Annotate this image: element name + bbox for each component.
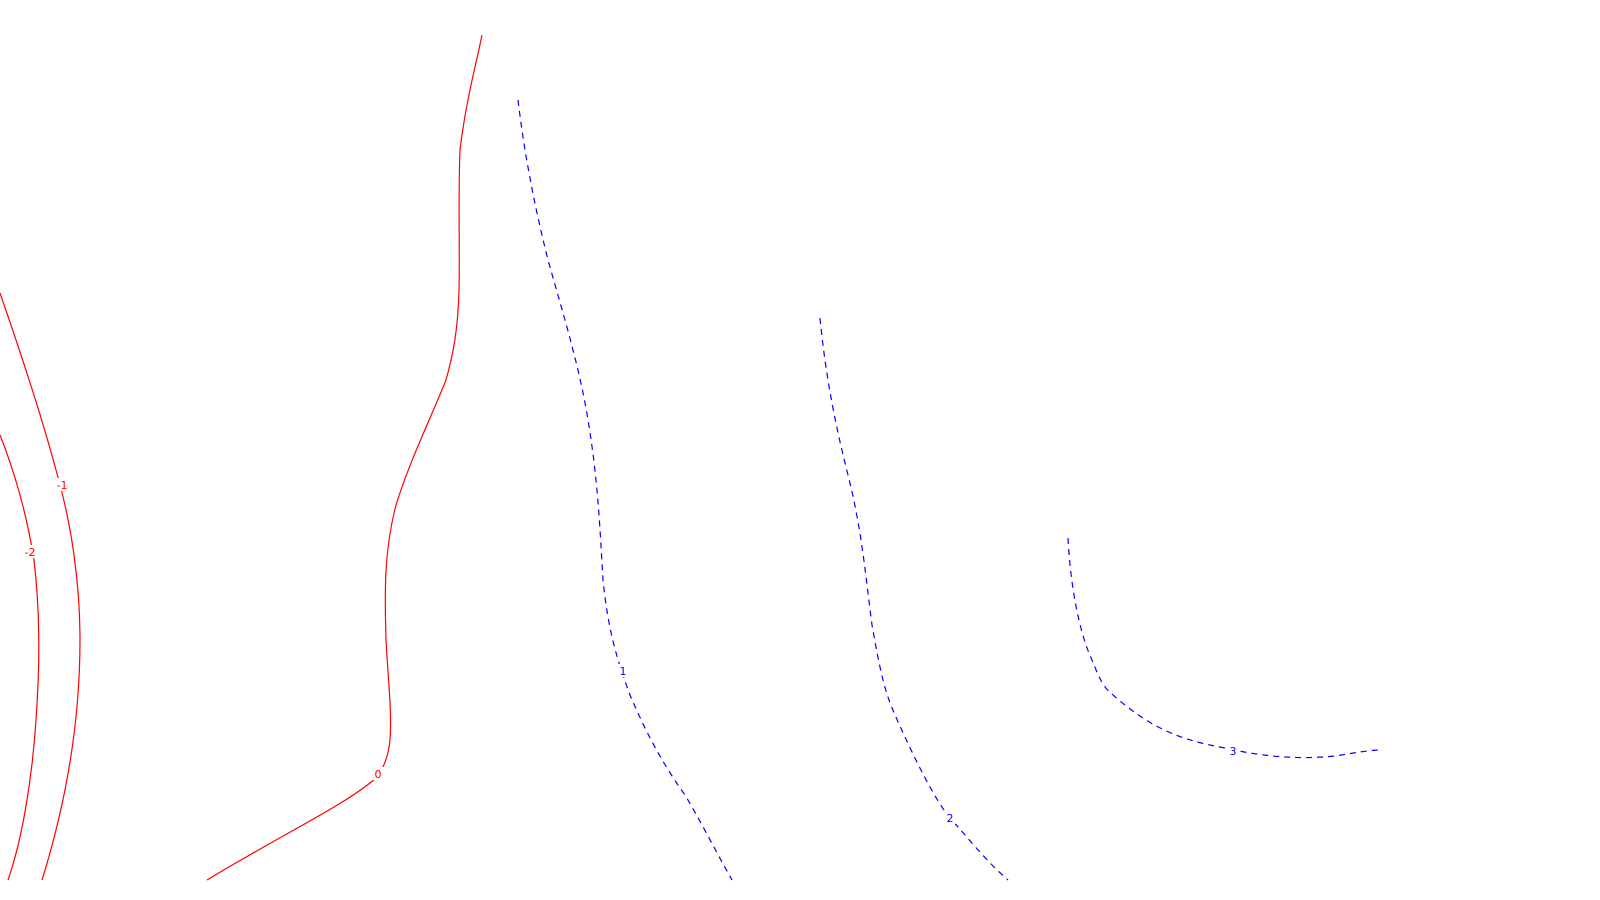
contour-label-background <box>944 811 956 824</box>
contour-label-2: 2 <box>947 812 954 825</box>
contour-label-3: 3 <box>1230 745 1237 758</box>
contour-label-1: 1 <box>620 665 627 678</box>
contour-label-neg1: -1 <box>57 479 68 492</box>
contour-line-3 <box>1067 537 1383 759</box>
contour-label-neg2: -2 <box>25 546 36 559</box>
contour-label-background <box>53 478 71 491</box>
contour-label-0: 0 <box>375 768 382 781</box>
contour-lines <box>0 34 1383 881</box>
contour-label-background <box>617 664 629 677</box>
contour-label-background <box>21 545 39 558</box>
contour-label-background <box>1227 744 1239 757</box>
contour-label-background <box>372 767 384 780</box>
contour-line-neg1 <box>0 292 81 881</box>
contour-line-2 <box>819 317 1009 881</box>
contour-line-neg2 <box>0 434 40 881</box>
contour-labels: -2 -1 0 1 2 3 <box>21 478 1239 825</box>
contour-line-1 <box>517 99 733 881</box>
contour-line-0 <box>206 34 483 881</box>
